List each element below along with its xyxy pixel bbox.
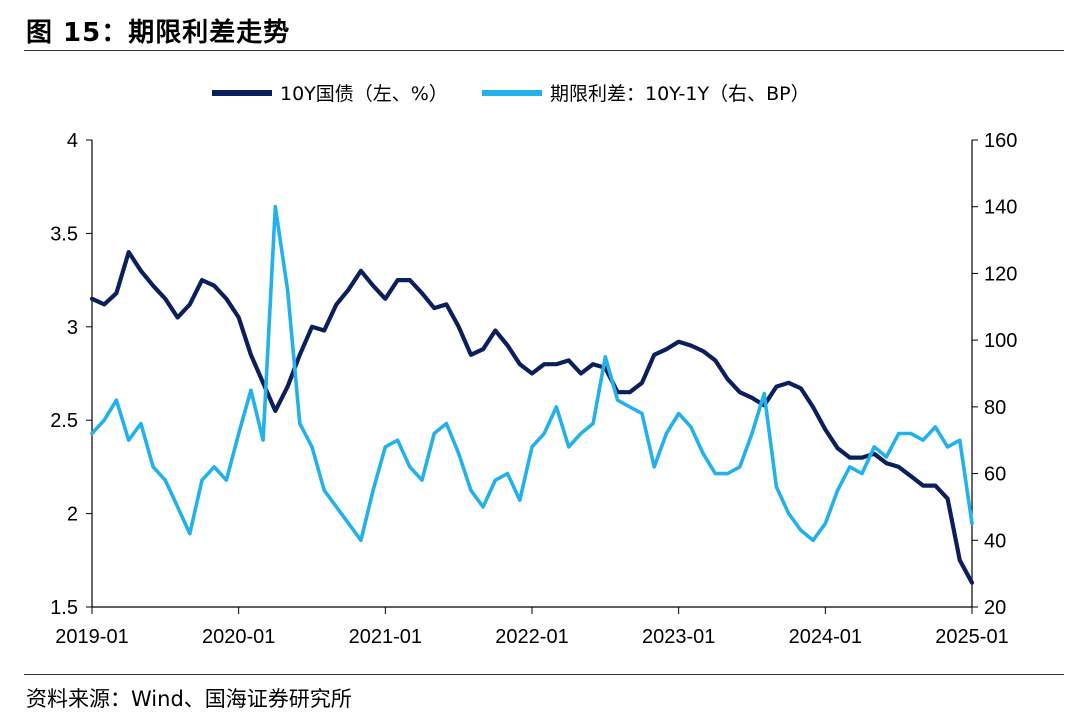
- y-right-tick-label: 80: [984, 397, 1006, 419]
- y-left-tick-label: 3: [67, 317, 78, 339]
- top-rule: [24, 50, 1064, 51]
- y-right-tick-label: 120: [984, 263, 1017, 285]
- legend: 10Y国债（左、%） 期限利差：10Y-1Y（右、BP）: [212, 83, 810, 105]
- series-line-term-spread: [90, 204, 974, 543]
- series-layer: [89, 204, 975, 585]
- y-right-tick-label: 140: [984, 197, 1017, 219]
- y-right-tick-label: 100: [984, 330, 1017, 352]
- x-tick-label: 2021-01: [349, 626, 422, 648]
- y-left-tick-label: 2.5: [50, 410, 78, 432]
- y-left-tick-label: 1.5: [50, 597, 78, 619]
- y-right-tick-label: 40: [984, 530, 1006, 552]
- x-tick-label: 2023-01: [642, 626, 715, 648]
- x-tick-label: 2020-01: [202, 626, 275, 648]
- figure-title: 图 15：期限利差走势: [26, 18, 291, 48]
- x-tick-label: 2022-01: [495, 626, 568, 648]
- x-tick-label: 2024-01: [789, 626, 862, 648]
- legend-label-10y-yield: 10Y国债（左、%）: [280, 83, 448, 105]
- y-right-tick-label: 20: [984, 597, 1006, 619]
- y-left-tick-label: 4: [67, 130, 78, 152]
- chart-axes: 1.5 2 2.5 3 3.5 4 20 40 60 80 100 120 140 160 2019-01 2…: [50, 130, 1017, 648]
- series-line-10y-yield: [89, 250, 975, 585]
- legend-label-term-spread: 期限利差：10Y-1Y（右、BP）: [550, 83, 810, 105]
- x-tick-label: 2019-01: [55, 626, 128, 648]
- y-left-tick-label: 2: [67, 504, 78, 526]
- y-right-tick-label: 60: [984, 464, 1006, 486]
- y-left-tick-label: 3.5: [50, 223, 78, 245]
- source-note: 资料来源：Wind、国海证券研究所: [26, 687, 352, 711]
- x-tick-label: 2025-01: [935, 626, 1008, 648]
- y-right-tick-label: 160: [984, 130, 1017, 152]
- bottom-rule: [24, 674, 1064, 675]
